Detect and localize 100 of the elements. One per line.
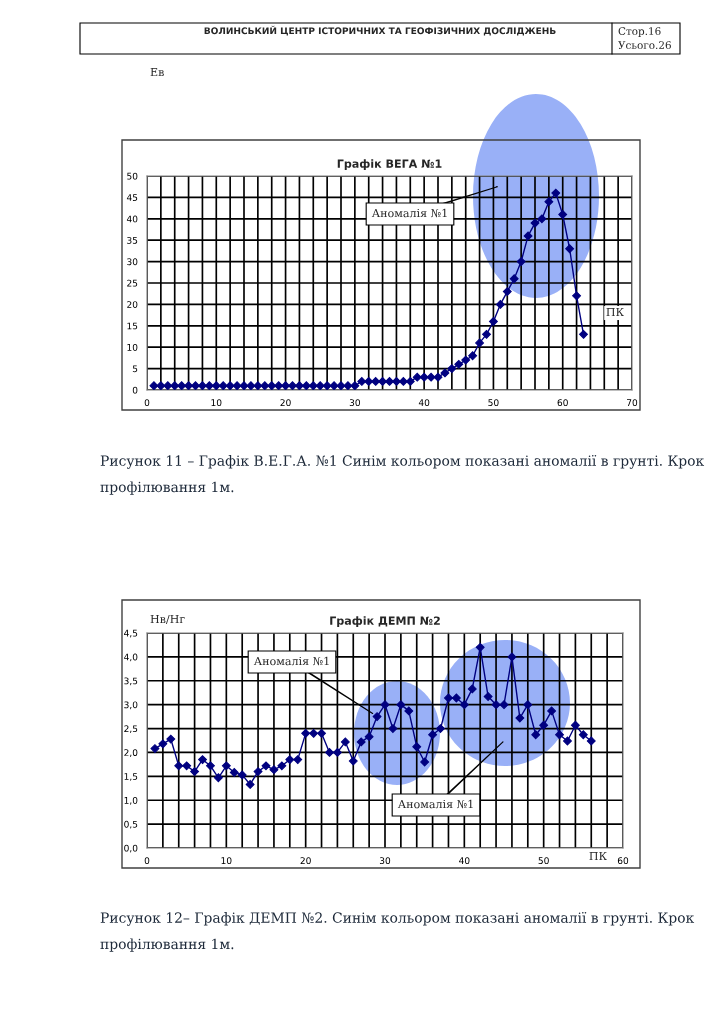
x-tick-label: 50 (538, 857, 549, 865)
point (555, 730, 564, 740)
point (531, 730, 541, 740)
point (412, 742, 422, 752)
y-tick-label: 15 (127, 322, 138, 330)
y-tick-label: 4,5 (124, 629, 138, 638)
y-tick-label: 45 (126, 194, 138, 201)
point (507, 652, 517, 662)
point (499, 700, 509, 710)
x-tick-label: 50 (488, 399, 499, 407)
x-tick-label: 40 (418, 399, 430, 407)
y-tick-label: 25 (127, 279, 138, 287)
x-axis-title: ПК (589, 851, 608, 861)
y-tick-label: 10 (127, 343, 138, 351)
y-tick-label: 20 (127, 301, 138, 308)
point (340, 737, 350, 747)
point (198, 755, 207, 765)
text: Усього.26 (618, 41, 671, 50)
y-tick-label: 1,0 (124, 796, 138, 805)
point (539, 720, 549, 730)
annotation: Аномалія №1 (397, 799, 473, 809)
point (396, 700, 406, 710)
point (150, 744, 160, 754)
y-tick-label: 2,5 (124, 725, 138, 734)
point (356, 737, 366, 747)
point (586, 736, 596, 746)
point (166, 734, 176, 744)
point (190, 767, 200, 776)
y-axis-title: Ев (150, 67, 164, 77)
y-tick-label: 5 (132, 365, 138, 373)
y-tick-label: 0,5 (124, 820, 138, 829)
y-tick-label: 40 (126, 215, 138, 223)
point (245, 780, 255, 789)
point (206, 761, 215, 771)
text: Рисунок 11 – Графік В.Е.Г.А. №1 Синім кольором показані аномалії в грунті. Крок профілювання 1м. (100, 455, 705, 495)
x-tick-label: 30 (379, 857, 391, 865)
annotation: Аномалія №1 (371, 208, 447, 218)
point (436, 724, 445, 733)
y-tick-label: 0 (132, 386, 138, 394)
y-tick-label: 50 (127, 172, 138, 180)
point (475, 642, 485, 652)
point (570, 720, 580, 730)
y-axis-title: Нв/Нг (150, 614, 185, 625)
point (523, 700, 533, 710)
chart-title: Графік ДЕМП №2 (330, 616, 440, 627)
point (309, 728, 319, 738)
point (237, 770, 247, 780)
point (467, 684, 477, 694)
point (459, 700, 469, 710)
y-tick-label: 35 (127, 236, 138, 244)
x-axis-title: ПК (606, 307, 625, 317)
text: Стор.16 (618, 27, 661, 38)
x-tick-label: 20 (280, 399, 291, 407)
point (372, 712, 382, 722)
y-tick-label: 30 (127, 258, 138, 266)
point (182, 761, 192, 771)
y-tick-label: 3,0 (124, 701, 138, 710)
chart-title: Графік ВЕГА №1 (337, 159, 442, 170)
y-tick-label: 2,0 (124, 749, 138, 757)
point (444, 693, 453, 703)
point (451, 693, 461, 703)
point (317, 728, 326, 738)
point (491, 700, 501, 710)
point (578, 730, 588, 740)
point (213, 773, 223, 783)
point (547, 706, 557, 716)
point (404, 706, 414, 716)
y-tick-label: 3,5 (124, 677, 138, 686)
x-tick-label: 0 (144, 399, 150, 407)
point (229, 768, 239, 777)
point (388, 724, 398, 733)
point (301, 728, 311, 738)
text: ВОЛИНСЬКИЙ ЦЕНТР ІСТОРИЧНИХ ТА ГЕОФІЗИЧНИХ ДОСЛІДЖЕНЬ (204, 25, 556, 36)
point (428, 730, 438, 740)
x-tick-label: 20 (300, 857, 311, 865)
point (380, 700, 390, 710)
point (483, 692, 493, 701)
point (277, 761, 287, 771)
point (221, 761, 231, 771)
x-tick-label: 10 (221, 857, 232, 865)
text: Рисунок 12– Графік ДЕМП №2. Синім кольором показані аномалії в грунті. Крок профілювання 1м. (100, 912, 695, 952)
point (269, 765, 279, 775)
point (293, 755, 303, 765)
point (348, 756, 358, 766)
point (420, 757, 430, 767)
point (332, 748, 342, 757)
annotation: Аномалія №1 (253, 656, 329, 666)
y-tick-label: 1,5 (124, 773, 138, 781)
point (174, 761, 184, 771)
point (563, 736, 572, 746)
point (364, 732, 374, 742)
x-tick-label: 70 (627, 399, 638, 407)
point (325, 748, 334, 757)
point (261, 761, 271, 771)
x-tick-label: 60 (617, 857, 629, 865)
point (253, 767, 263, 776)
y-tick-label: 4,0 (124, 653, 138, 662)
x-tick-label: 10 (211, 399, 222, 407)
x-tick-label: 60 (557, 399, 568, 407)
point (285, 755, 295, 765)
